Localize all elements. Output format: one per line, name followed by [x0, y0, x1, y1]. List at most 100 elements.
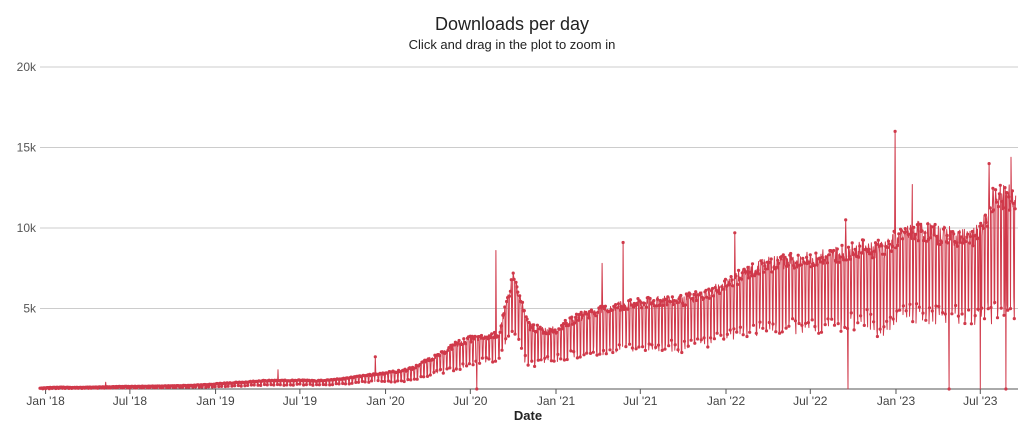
data-point — [850, 241, 854, 245]
data-point — [525, 317, 529, 321]
data-point — [797, 321, 801, 326]
data-point — [713, 285, 717, 290]
data-point — [832, 248, 836, 253]
data-point — [813, 324, 817, 329]
data-point — [513, 332, 517, 336]
data-point — [519, 346, 524, 350]
data-point — [508, 289, 512, 293]
data-point — [516, 290, 520, 294]
data-point — [758, 320, 762, 324]
data-point — [560, 327, 565, 331]
data-point — [570, 315, 574, 319]
data-point — [505, 299, 509, 304]
data-point — [688, 292, 692, 296]
data-point — [659, 299, 663, 303]
data-point — [526, 363, 530, 367]
data-point — [895, 309, 899, 313]
data-point — [596, 310, 600, 314]
data-point — [991, 186, 995, 190]
data-point — [502, 312, 506, 316]
series-downloads — [38, 129, 1017, 391]
data-point — [801, 256, 805, 260]
data-point — [396, 379, 400, 383]
data-point — [692, 292, 696, 297]
data-point — [223, 384, 227, 389]
data-point — [428, 373, 432, 377]
data-point — [705, 295, 709, 299]
data-point — [889, 249, 893, 253]
data-point — [444, 350, 448, 354]
x-tick-label: Jan '19 — [196, 394, 235, 408]
data-point — [809, 265, 813, 269]
data-point — [852, 328, 856, 332]
data-point — [923, 231, 927, 235]
data-point — [844, 218, 848, 222]
data-point — [543, 356, 547, 360]
data-point — [535, 323, 540, 327]
data-point — [872, 320, 876, 324]
data-point — [731, 284, 735, 288]
data-point — [995, 200, 999, 204]
data-point — [590, 310, 594, 314]
data-point — [540, 327, 544, 331]
data-point — [546, 355, 550, 359]
data-point — [823, 323, 827, 327]
data-point — [654, 345, 658, 349]
data-point — [298, 382, 302, 386]
data-point — [470, 334, 474, 338]
data-point — [735, 330, 739, 334]
x-tick-label: Jan '21 — [537, 394, 576, 408]
data-point — [937, 304, 941, 309]
data-point — [719, 333, 723, 337]
data-point — [897, 232, 901, 236]
data-point — [970, 229, 975, 234]
data-point — [527, 320, 531, 325]
data-point — [582, 353, 586, 357]
data-point — [804, 321, 808, 325]
data-point — [916, 239, 920, 243]
data-point — [1011, 201, 1015, 205]
data-point — [450, 347, 454, 351]
data-point — [579, 310, 583, 314]
data-point — [904, 309, 908, 313]
data-point — [389, 380, 393, 384]
data-point — [999, 306, 1003, 310]
data-point — [891, 317, 895, 321]
data-point — [968, 234, 973, 239]
data-point — [465, 364, 469, 368]
data-point — [539, 358, 543, 362]
data-point — [581, 313, 585, 317]
data-point — [603, 304, 608, 308]
data-point — [395, 370, 399, 374]
data-point — [974, 233, 978, 237]
data-point — [559, 357, 563, 361]
data-point — [924, 318, 928, 322]
data-point — [595, 353, 599, 357]
data-point — [757, 272, 761, 276]
data-point — [347, 382, 351, 386]
data-point — [565, 357, 569, 362]
data-point — [452, 343, 457, 347]
data-point — [867, 247, 871, 251]
data-point — [832, 323, 837, 327]
data-point — [512, 277, 516, 281]
data-point — [727, 282, 731, 286]
data-point — [564, 321, 568, 325]
data-point — [920, 229, 924, 233]
data-point — [715, 331, 719, 335]
data-point — [665, 303, 669, 307]
data-point — [639, 300, 643, 305]
data-point — [376, 379, 380, 383]
y-axis-ticks: 5k 10k 15k 20k — [17, 60, 37, 316]
data-point — [866, 250, 870, 254]
data-point — [635, 301, 639, 305]
data-point — [837, 260, 841, 264]
data-point — [515, 285, 519, 289]
data-point — [243, 384, 247, 388]
data-point — [500, 348, 504, 352]
data-point — [673, 343, 677, 347]
data-point — [383, 379, 387, 383]
data-point — [969, 322, 974, 326]
